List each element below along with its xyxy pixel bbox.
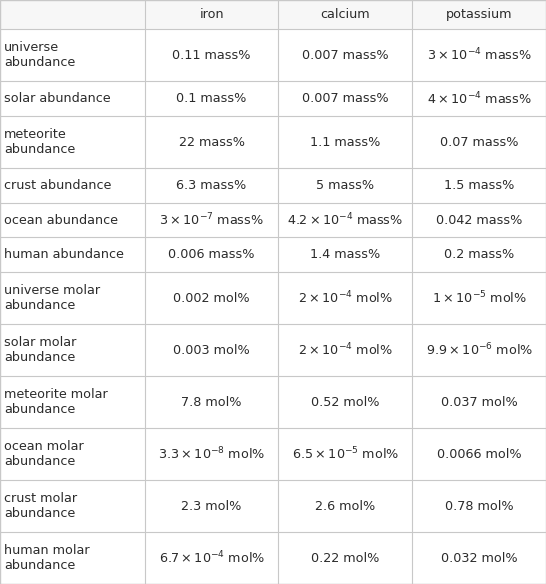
Text: 0.002 mol%: 0.002 mol% bbox=[173, 291, 250, 305]
Text: universe
abundance: universe abundance bbox=[4, 41, 75, 69]
Text: $6.7\times10^{-4}$ mol%: $6.7\times10^{-4}$ mol% bbox=[158, 550, 265, 566]
Text: iron: iron bbox=[199, 8, 224, 21]
Text: 5 mass%: 5 mass% bbox=[316, 179, 375, 192]
Text: $3\times10^{-7}$ mass%: $3\times10^{-7}$ mass% bbox=[159, 212, 264, 228]
Text: human abundance: human abundance bbox=[4, 248, 124, 261]
Text: 0.006 mass%: 0.006 mass% bbox=[168, 248, 255, 261]
Text: meteorite
abundance: meteorite abundance bbox=[4, 128, 75, 156]
Text: 0.042 mass%: 0.042 mass% bbox=[436, 214, 523, 227]
Text: ocean molar
abundance: ocean molar abundance bbox=[4, 440, 84, 468]
Text: 0.52 mol%: 0.52 mol% bbox=[311, 395, 379, 409]
Text: $1\times10^{-5}$ mol%: $1\times10^{-5}$ mol% bbox=[432, 290, 526, 307]
Text: crust molar
abundance: crust molar abundance bbox=[4, 492, 78, 520]
Text: crust abundance: crust abundance bbox=[4, 179, 112, 192]
Text: solar abundance: solar abundance bbox=[4, 92, 111, 105]
Text: 0.78 mol%: 0.78 mol% bbox=[445, 499, 513, 513]
Text: 0.032 mol%: 0.032 mol% bbox=[441, 551, 518, 565]
Text: $4.2\times10^{-4}$ mass%: $4.2\times10^{-4}$ mass% bbox=[287, 212, 403, 228]
Text: 0.1 mass%: 0.1 mass% bbox=[176, 92, 247, 105]
Text: 0.22 mol%: 0.22 mol% bbox=[311, 551, 379, 565]
Text: $2\times10^{-4}$ mol%: $2\times10^{-4}$ mol% bbox=[298, 290, 393, 307]
Text: 0.007 mass%: 0.007 mass% bbox=[302, 92, 389, 105]
Text: 2.6 mol%: 2.6 mol% bbox=[315, 499, 376, 513]
Text: $2\times10^{-4}$ mol%: $2\times10^{-4}$ mol% bbox=[298, 342, 393, 359]
Text: 2.3 mol%: 2.3 mol% bbox=[181, 499, 242, 513]
Text: $9.9\times10^{-6}$ mol%: $9.9\times10^{-6}$ mol% bbox=[425, 342, 533, 359]
Text: $3\times10^{-4}$ mass%: $3\times10^{-4}$ mass% bbox=[427, 47, 531, 64]
Text: universe molar
abundance: universe molar abundance bbox=[4, 284, 100, 312]
Text: human molar
abundance: human molar abundance bbox=[4, 544, 90, 572]
Text: potassium: potassium bbox=[446, 8, 512, 21]
Text: 1.4 mass%: 1.4 mass% bbox=[310, 248, 381, 261]
Text: 0.037 mol%: 0.037 mol% bbox=[441, 395, 518, 409]
Text: 0.0066 mol%: 0.0066 mol% bbox=[437, 447, 521, 461]
Text: 1.5 mass%: 1.5 mass% bbox=[444, 179, 514, 192]
Text: 6.3 mass%: 6.3 mass% bbox=[176, 179, 247, 192]
Text: $6.5\times10^{-5}$ mol%: $6.5\times10^{-5}$ mol% bbox=[292, 446, 399, 463]
Bar bbox=[0, 0, 546, 29]
Text: $4\times10^{-4}$ mass%: $4\times10^{-4}$ mass% bbox=[427, 91, 531, 107]
Text: ocean abundance: ocean abundance bbox=[4, 214, 118, 227]
Text: 7.8 mol%: 7.8 mol% bbox=[181, 395, 242, 409]
Text: 22 mass%: 22 mass% bbox=[179, 135, 245, 148]
Text: 0.007 mass%: 0.007 mass% bbox=[302, 49, 389, 62]
Text: 0.07 mass%: 0.07 mass% bbox=[440, 135, 518, 148]
Text: 0.2 mass%: 0.2 mass% bbox=[444, 248, 514, 261]
Text: 0.11 mass%: 0.11 mass% bbox=[173, 49, 251, 62]
Text: meteorite molar
abundance: meteorite molar abundance bbox=[4, 388, 108, 416]
Text: calcium: calcium bbox=[321, 8, 370, 21]
Text: solar molar
abundance: solar molar abundance bbox=[4, 336, 77, 364]
Text: 0.003 mol%: 0.003 mol% bbox=[173, 343, 250, 357]
Text: $3.3\times10^{-8}$ mol%: $3.3\times10^{-8}$ mol% bbox=[158, 446, 265, 463]
Text: 1.1 mass%: 1.1 mass% bbox=[310, 135, 381, 148]
